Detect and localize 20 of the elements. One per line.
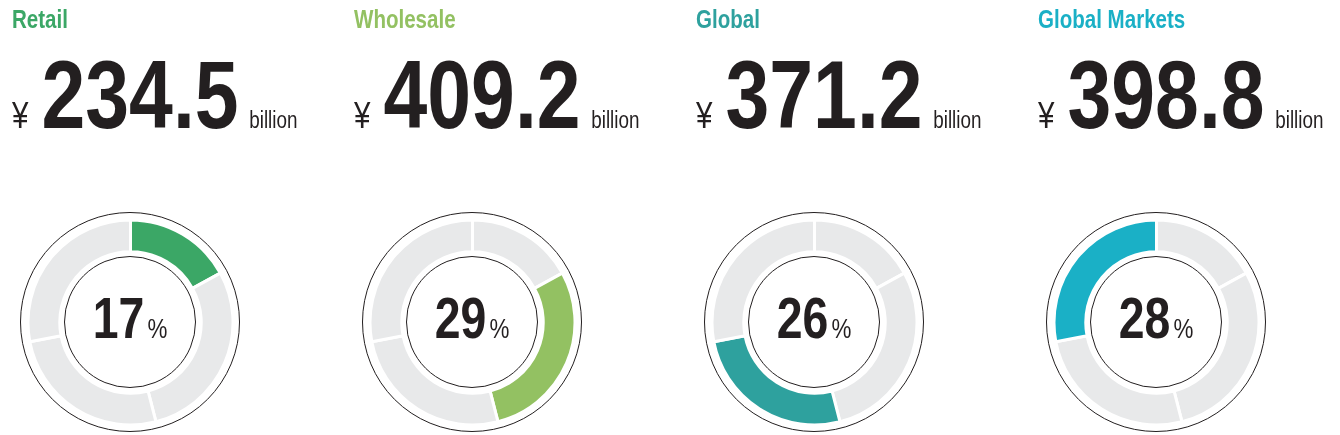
text: billion	[591, 107, 640, 134]
text: billion	[1275, 107, 1324, 134]
text: ¥	[12, 95, 29, 137]
chart-title: Global Markets	[1038, 4, 1186, 35]
text: 17%	[92, 285, 168, 350]
text: 26%	[776, 285, 852, 350]
chart-title: Retail	[12, 4, 68, 35]
text: 234.5	[41, 40, 239, 150]
text: ¥	[696, 95, 713, 137]
text: 29%	[434, 285, 510, 350]
text: 371.2	[725, 40, 923, 150]
text: billion	[933, 107, 982, 134]
text: ¥	[354, 95, 371, 137]
text: ¥	[1038, 95, 1055, 137]
text: 28%	[1118, 285, 1194, 350]
text: billion	[249, 107, 298, 134]
text: 409.2	[383, 40, 581, 150]
chart-title: Wholesale	[354, 4, 456, 35]
text: 398.8	[1067, 40, 1265, 150]
chart-title: Global	[696, 4, 760, 35]
